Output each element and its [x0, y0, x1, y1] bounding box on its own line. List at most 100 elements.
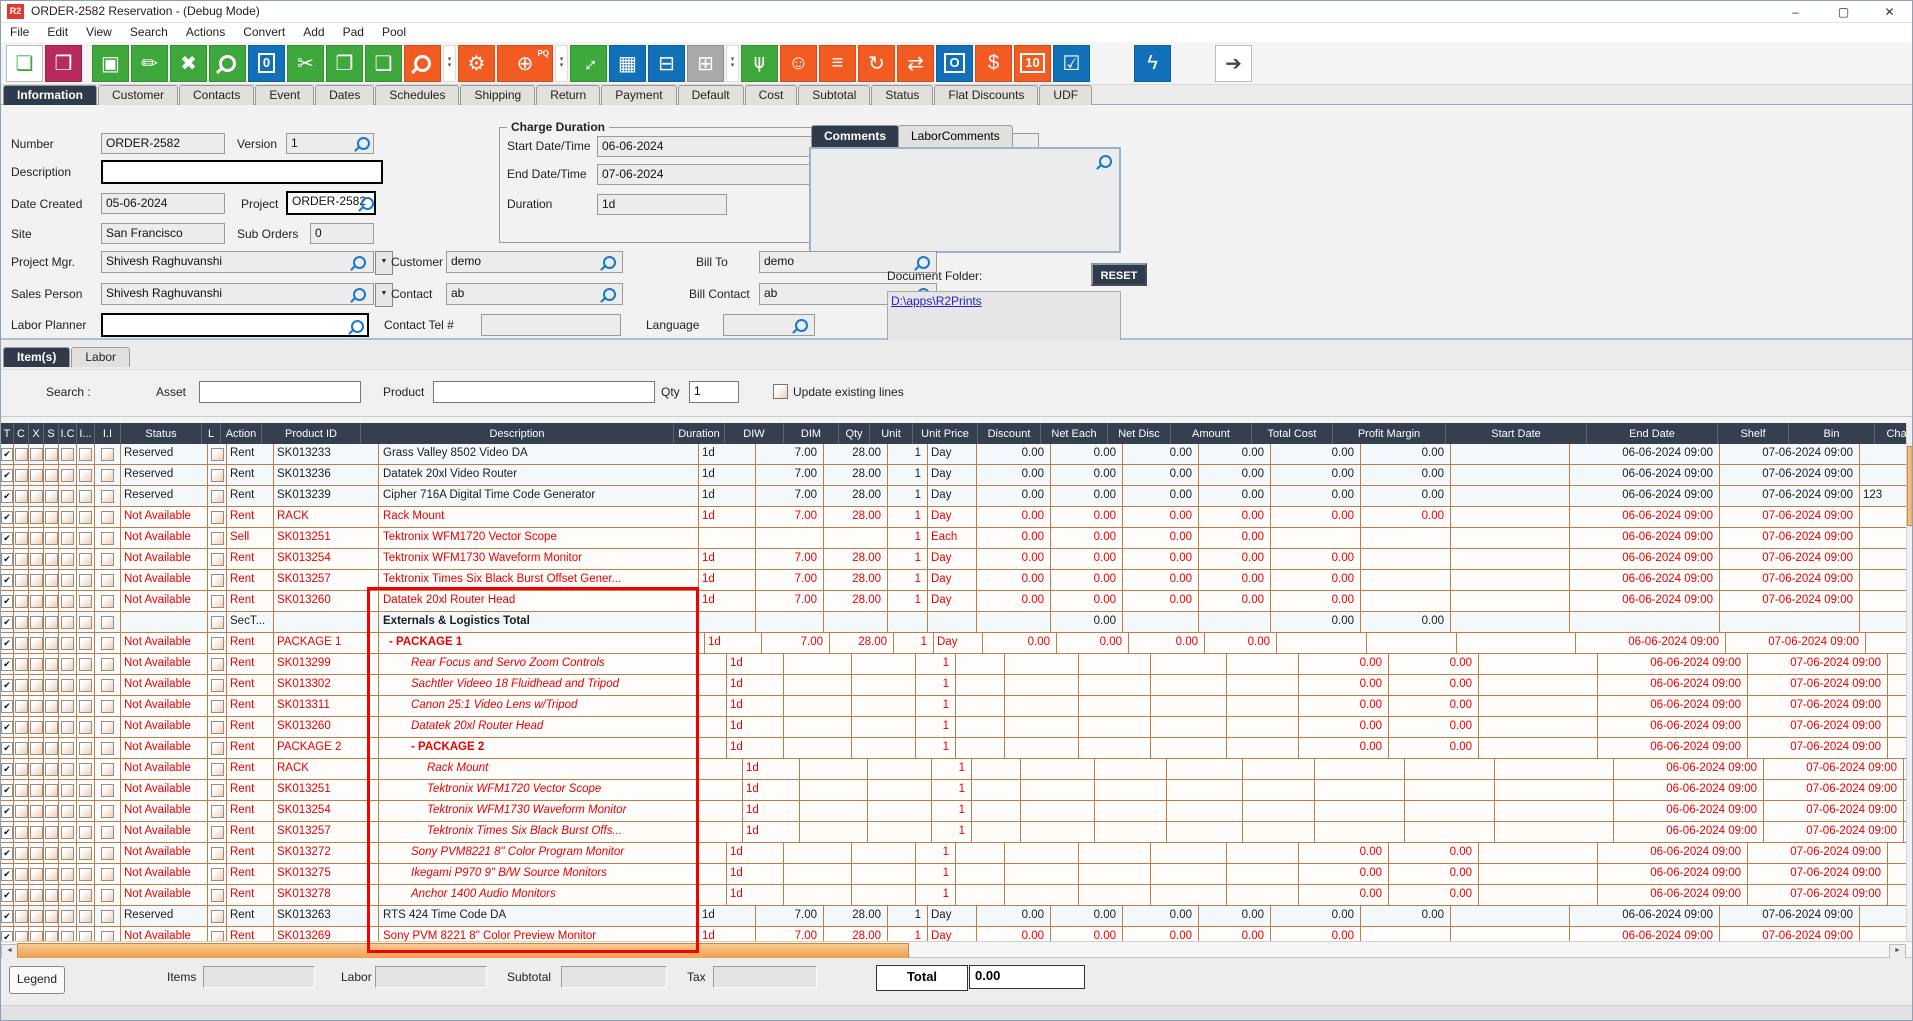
flag-l-checkbox[interactable] [210, 573, 224, 587]
find-product-icon[interactable] [404, 44, 441, 82]
flag-i1-checkbox[interactable] [79, 699, 92, 713]
flag-x-checkbox[interactable] [29, 468, 43, 482]
report-icon[interactable]: ≡ [819, 44, 856, 82]
tab-status[interactable]: Status [871, 85, 934, 105]
flag-s-checkbox[interactable] [44, 867, 58, 881]
flag-ic-checkbox[interactable] [61, 930, 74, 941]
flag-l-checkbox[interactable] [210, 867, 224, 881]
toolbar-overflow-arrows[interactable]: ▾ ▾ [726, 44, 739, 82]
flag-i1-checkbox[interactable] [79, 594, 92, 608]
flag-c-checkbox[interactable] [14, 888, 28, 902]
flag-l-checkbox[interactable] [210, 636, 224, 650]
tab-schedules[interactable]: Schedules [375, 85, 460, 105]
flag-x-checkbox[interactable] [29, 489, 43, 503]
column-header-qty[interactable]: Qty [839, 423, 870, 444]
column-header-action[interactable]: Action [221, 423, 262, 444]
column-header-i-i[interactable]: I.I [95, 423, 121, 444]
flag-i2-checkbox[interactable] [101, 741, 114, 755]
table-row[interactable]: ✔ Not Available Rent SK013269 Sony PVM 8221 … [1, 927, 1912, 941]
flag-l-checkbox[interactable] [210, 846, 224, 860]
flag-c-checkbox[interactable] [14, 825, 28, 839]
flag-i1-checkbox[interactable] [79, 867, 92, 881]
flag-c-checkbox[interactable] [14, 552, 28, 566]
flag-ic-checkbox[interactable] [61, 657, 74, 671]
column-header-end-date[interactable]: End Date [1587, 423, 1718, 444]
flag-i1-checkbox[interactable] [79, 447, 92, 461]
menu-edit[interactable]: Edit [47, 25, 69, 39]
flag-s-checkbox[interactable] [44, 447, 58, 461]
labor-planner-field[interactable] [101, 313, 369, 337]
menu-convert[interactable]: Convert [243, 25, 286, 39]
contact-tel-field[interactable] [481, 314, 621, 336]
grid-icon[interactable]: ▦ [609, 44, 646, 82]
tab-flat-discounts[interactable]: Flat Discounts [934, 85, 1039, 105]
components-icon[interactable]: ⚙ [458, 44, 495, 82]
menu-file[interactable]: File [10, 25, 30, 39]
table-row[interactable]: ✔ Not Available Sell SK013251 Tektronix WFM1… [1, 528, 1912, 549]
comments-search-icon[interactable] [1099, 155, 1112, 168]
flag-c-checkbox[interactable] [14, 741, 28, 755]
table-row[interactable]: ✔ Not Available Rent RACK Rack Mount 1d 7.00 28… [1, 507, 1912, 528]
flag-ic-checkbox[interactable] [61, 741, 74, 755]
column-header-start-date[interactable]: Start Date [1446, 423, 1587, 444]
flag-l-checkbox[interactable] [210, 594, 224, 608]
table-row[interactable]: ✔ Not Available Rent SK013302 Sachtler Videe… [1, 675, 1912, 696]
flag-ic-checkbox[interactable] [61, 636, 74, 650]
asset-input[interactable] [199, 381, 361, 403]
search-icon[interactable] [209, 44, 246, 82]
flag-ic-checkbox[interactable] [61, 510, 74, 524]
flag-i1-checkbox[interactable] [79, 909, 92, 923]
flag-ic-checkbox[interactable] [61, 720, 74, 734]
column-header-amount[interactable]: Amount [1171, 423, 1252, 444]
tab-labor[interactable]: Labor [71, 347, 131, 367]
description-field[interactable] [101, 160, 383, 184]
bill-to-search-icon[interactable] [917, 256, 930, 269]
flag-c-checkbox[interactable] [14, 594, 28, 608]
flag-ic-checkbox[interactable] [61, 783, 74, 797]
sales-person-field[interactable]: Shivesh Raghuvanshi [101, 283, 374, 305]
flag-l-checkbox[interactable] [210, 510, 224, 524]
column-header-unit-price[interactable]: Unit Price [913, 423, 978, 444]
flag-c-checkbox[interactable] [14, 930, 28, 941]
flag-i1-checkbox[interactable] [79, 888, 92, 902]
flag-l-checkbox[interactable] [210, 678, 224, 692]
table-row[interactable]: ✔ Not Available Rent SK013257 Tektronix Time… [1, 570, 1912, 591]
flag-t-checkbox[interactable]: ✔ [1, 678, 13, 692]
flag-s-checkbox[interactable] [44, 573, 58, 587]
flag-x-checkbox[interactable] [29, 678, 43, 692]
flag-s-checkbox[interactable] [44, 531, 58, 545]
flag-t-checkbox[interactable]: ✔ [1, 909, 13, 923]
flag-i1-checkbox[interactable] [79, 825, 92, 839]
flag-s-checkbox[interactable] [44, 720, 58, 734]
flag-i2-checkbox[interactable] [101, 552, 114, 566]
vertical-scrollbar-thumb[interactable] [1907, 446, 1912, 526]
table-row[interactable]: ✔ Not Available Rent SK013260 Datatek 20xl R… [1, 591, 1912, 612]
flag-x-checkbox[interactable] [29, 615, 43, 629]
flag-s-checkbox[interactable] [44, 552, 58, 566]
billing-icon[interactable]: $ [975, 44, 1012, 82]
cut-icon[interactable]: ✂ [287, 44, 324, 82]
labor-planner-search-icon[interactable] [351, 320, 364, 333]
flag-i1-checkbox[interactable] [79, 468, 92, 482]
tab-labor-comments[interactable]: LaborComments [898, 125, 1013, 148]
menu-pool[interactable]: Pool [381, 25, 406, 39]
flag-i1-checkbox[interactable] [79, 783, 92, 797]
flag-x-checkbox[interactable] [29, 930, 43, 941]
update-existing-checkbox[interactable] [773, 384, 788, 399]
flag-t-checkbox[interactable]: ✔ [1, 510, 13, 524]
sales-person-search-icon[interactable] [353, 288, 366, 301]
flag-l-checkbox[interactable] [210, 762, 224, 776]
flag-i2-checkbox[interactable] [101, 846, 114, 860]
toolbar-overflow-arrows[interactable]: ▾ ▾ [555, 44, 568, 82]
menu-pad[interactable]: Pad [342, 25, 364, 39]
flag-ic-checkbox[interactable] [61, 888, 74, 902]
end-datetime-field[interactable]: 07-06-2024 [597, 164, 835, 185]
transfer-icon[interactable]: ⇄ [897, 44, 934, 82]
flag-c-checkbox[interactable] [14, 489, 28, 503]
column-header-duration[interactable]: Duration [674, 423, 725, 444]
smiley-icon[interactable]: ☺ [780, 44, 817, 82]
maximize-button[interactable]: ▢ [1837, 5, 1850, 19]
column-header-product-id[interactable]: Product ID [262, 423, 361, 444]
tasks-icon[interactable]: ☑ [1053, 44, 1090, 82]
edit-icon[interactable]: ✏ [131, 44, 168, 82]
